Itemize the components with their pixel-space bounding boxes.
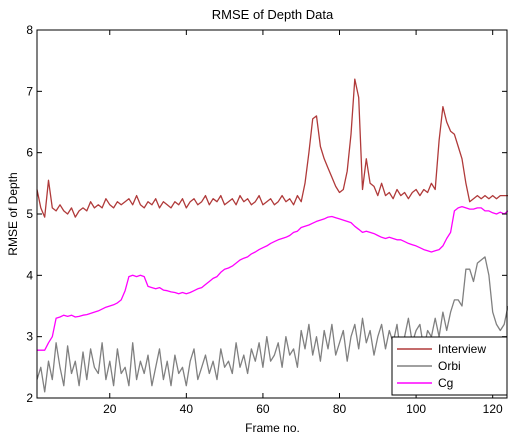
series-line-cg (37, 205, 508, 351)
chart-title: RMSE of Depth Data (212, 7, 334, 22)
x-tick-label: 100 (406, 402, 426, 416)
y-tick-label: 6 (26, 146, 33, 160)
y-tick-label: 4 (26, 268, 33, 282)
x-tick-label: 60 (256, 402, 270, 416)
series-line-orbi (36, 256, 508, 393)
y-tick-label: 8 (26, 23, 33, 37)
tick-layer: 20 40 60 80 100 120 2 3 4 5 6 7 8 (26, 23, 507, 416)
legend-label-interview: Interview (438, 342, 486, 356)
y-tick-label: 7 (26, 84, 33, 98)
legend-label-cg: Cg (438, 376, 453, 390)
y-tick-label: 5 (26, 207, 33, 221)
y-axis-label: RMSE of Depth (6, 172, 20, 255)
legend: Interview Orbi Cg (391, 336, 508, 396)
x-axis-label: Frame no. (245, 421, 300, 435)
legend-label-orbi: Orbi (438, 359, 461, 373)
x-tick-label: 80 (333, 402, 347, 416)
y-tick-label: 2 (26, 391, 33, 405)
series-line-interview (36, 78, 508, 218)
y-tick-label: 3 (26, 330, 33, 344)
x-tick-label: 120 (483, 402, 503, 416)
x-tick-label: 20 (103, 402, 117, 416)
x-tick-label: 40 (180, 402, 194, 416)
series-layer (36, 78, 508, 393)
